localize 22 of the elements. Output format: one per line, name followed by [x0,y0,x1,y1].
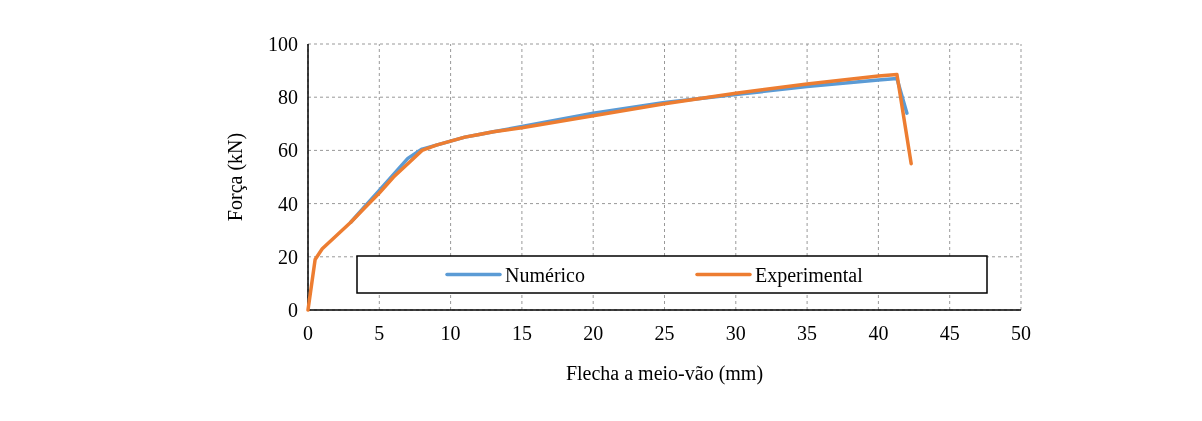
y-tick-label: 0 [288,299,298,321]
x-tick-label: 35 [797,322,818,344]
x-tick-label: 10 [440,322,461,344]
y-tick-label: 80 [278,86,298,109]
y-tick-label: 40 [278,192,298,215]
x-tick-label: 45 [939,322,960,344]
x-tick-label: 30 [725,322,746,344]
legend-label: Numérico [505,263,585,286]
x-tick-label: 5 [374,322,385,344]
x-axis-title: Flecha a meio-vão (mm) [565,362,764,385]
legend-label: Experimental [755,263,864,287]
x-tick-label: 50 [1011,322,1031,344]
x-tick-label: 40 [868,322,889,344]
x-tick-label: 20 [583,322,604,344]
y-tick-label: 20 [278,245,298,268]
x-tick-label: 0 [303,322,313,344]
y-tick-label: 100 [268,33,298,55]
y-axis-title: Força (kN) [224,132,247,222]
x-tick-label: 25 [654,322,675,344]
line-series [306,72,913,312]
y-tick-label: 60 [278,139,298,162]
x-tick-label: 15 [511,322,532,344]
